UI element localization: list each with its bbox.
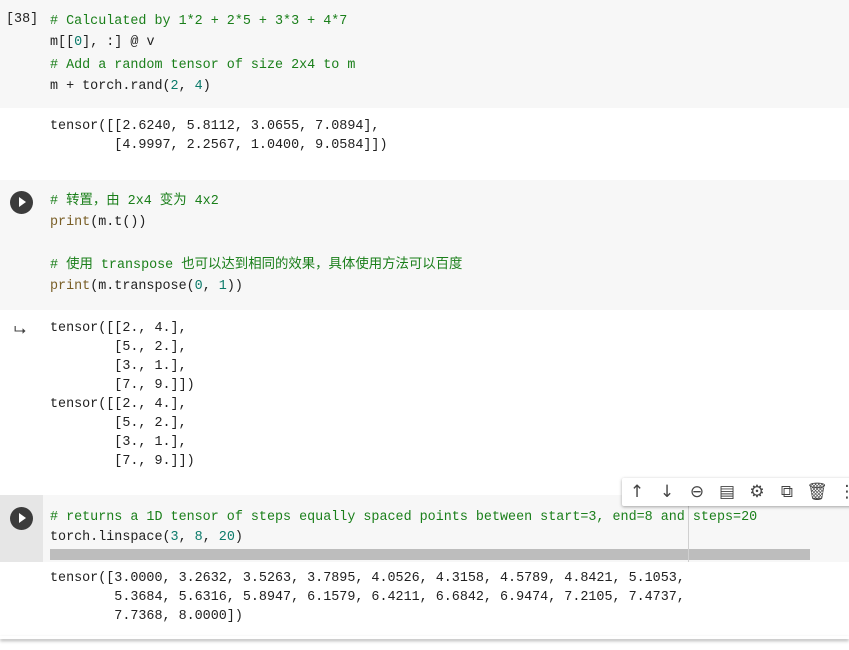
code-token-fn: print [50,215,91,230]
output-line: tensor([[2., 4.], [50,321,187,336]
code-token-plain: m + torch.rand( [50,79,171,94]
code-token-num: 3 [170,530,179,545]
code-line: print(m.t()) [50,213,146,233]
output-line: tensor([[2.6240, 5.8112, 3.0655, 7.0894]… [50,119,380,134]
output-line: [4.9997, 2.2567, 1.0400, 9.0584]]) [50,138,388,153]
cell-toolbar: ↑ ↓ ⊖ ▤ ⚙ ⧉ 🗑 ⋮ [622,478,849,506]
output-line: 7.7368, 8.0000]) [50,609,243,624]
output-line: [5., 2.], [50,340,187,355]
code-line: # 转置，由 2x4 变为 4x2 [50,192,219,212]
code-token-plain: (m.t()) [90,215,147,230]
horizontal-scrollbar[interactable] [50,549,810,560]
code-token-num: 8 [194,530,203,545]
code-token-plain: , [178,530,195,545]
code-token-num: 2 [170,79,179,94]
trash-icon[interactable]: 🗑 [806,482,828,502]
code-line: # Add a random tensor of size 2x4 to m [50,56,355,76]
code-token-comment: # 使用 transpose 也可以达到相同的效果，具体使用方法可以百度 [50,258,463,273]
code-line: print(m.transpose(0, 1)) [50,277,243,297]
output-line: 5.3684, 5.6316, 5.8947, 6.1579, 6.4211, … [50,590,685,605]
output-line: [5., 2.], [50,416,187,431]
code-token-plain: ], :] @ v [82,35,155,50]
code-token-plain: , [178,79,195,94]
more-icon[interactable]: ⋮ [838,482,849,502]
ruler-line [688,495,689,562]
run-cell-button[interactable] [10,507,33,530]
code-cell-3[interactable]: # returns a 1D tensor of steps equally s… [0,495,849,562]
code-line: # Calculated by 1*2 + 2*5 + 3*3 + 4*7 [50,12,347,32]
comment-icon[interactable]: ▤ [718,482,736,502]
code-token-plain: )) [226,279,243,294]
code-line: # 使用 transpose 也可以达到相同的效果，具体使用方法可以百度 [50,256,462,276]
code-token-comment: # Add a random tensor of size 2x4 to m [50,58,356,73]
code-token-num: 0 [74,35,83,50]
code-token-num: 4 [194,79,203,94]
output-line: [7., 9.]]) [50,378,195,393]
code-line: torch.linspace(3, 8, 20) [50,528,243,548]
code-token-num: 20 [218,530,235,545]
link-icon[interactable]: ⊖ [689,482,705,502]
code-line: m[[0], :] @ v [50,33,154,53]
code-token-plain: , [202,279,219,294]
output-cell-2: ⮡ tensor([[2., 4.], [5., 2.], [3., 1.], … [0,310,849,495]
code-token-plain: ) [202,79,211,94]
code-token-comment: # Calculated by 1*2 + 2*5 + 3*3 + 4*7 [50,14,348,29]
mirror-cell-icon[interactable]: ⧉ [780,482,794,502]
code-line: m + torch.rand(2, 4) [50,77,211,97]
code-token-num: 0 [194,279,203,294]
code-token-comment: # 转置，由 2x4 变为 4x2 [50,194,219,209]
code-token-num: 1 [218,279,227,294]
code-token-plain: m[[ [50,35,75,50]
output-line: tensor([3.0000, 3.2632, 3.5263, 3.7895, … [50,571,685,586]
output-line: tensor([[2., 4.], [50,397,187,412]
arrow-down-icon[interactable]: ↓ [659,482,675,502]
run-cell-button[interactable] [10,191,33,214]
code-token-plain: ) [234,530,243,545]
gear-icon[interactable]: ⚙ [749,482,765,502]
output-line: [3., 1.], [50,435,187,450]
cell-shadow [0,636,849,639]
execution-count: [38] [6,12,39,27]
output-cell-3: tensor([3.0000, 3.2632, 3.5263, 3.7895, … [0,562,849,636]
output-actions-icon[interactable]: ⮡ [14,321,27,339]
code-token-fn: print [50,279,91,294]
code-token-plain: (m.transpose( [90,279,195,294]
output-cell-1: tensor([[2.6240, 5.8112, 3.0655, 7.0894]… [0,108,849,180]
code-token-comment: # returns a 1D tensor of steps equally s… [50,510,758,525]
output-line: [7., 9.]]) [50,454,195,469]
code-cell-1[interactable]: [38] # Calculated by 1*2 + 2*5 + 3*3 + 4… [0,0,849,108]
output-line: [3., 1.], [50,359,187,374]
code-token-plain: torch.linspace( [50,530,171,545]
arrow-up-icon[interactable]: ↑ [629,482,645,502]
code-token-plain: , [202,530,219,545]
code-line: # returns a 1D tensor of steps equally s… [50,508,757,528]
code-cell-2[interactable]: # 转置，由 2x4 变为 4x2 print(m.t()) # 使用 transp… [0,180,849,310]
